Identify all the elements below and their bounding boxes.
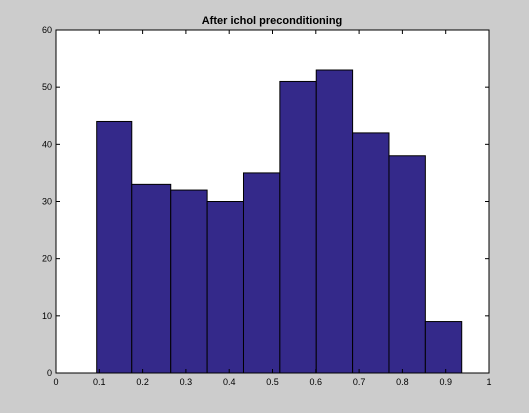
histogram-bar-7 bbox=[315, 69, 354, 374]
histogram-bar-2 bbox=[131, 183, 172, 374]
histogram-bar-1 bbox=[96, 120, 133, 374]
histogram-bar-10 bbox=[424, 321, 463, 374]
x-tick-label-8: 0.8 bbox=[396, 377, 409, 387]
y-tick-label-3: 30 bbox=[42, 197, 52, 207]
bars-group bbox=[96, 69, 463, 374]
y-tick-label-4: 40 bbox=[42, 139, 52, 149]
histogram-bar-5 bbox=[242, 172, 281, 374]
x-tick-label-9: 0.9 bbox=[439, 377, 452, 387]
y-tick-label-5: 50 bbox=[42, 82, 52, 92]
x-tick-label-1: 0.1 bbox=[93, 377, 106, 387]
x-tick-label-0: 0 bbox=[53, 377, 58, 387]
x-tick-label-5: 0.5 bbox=[266, 377, 279, 387]
histogram-bar-6 bbox=[279, 80, 317, 374]
x-tick-label-2: 0.2 bbox=[136, 377, 149, 387]
x-tick-label-6: 0.6 bbox=[310, 377, 323, 387]
y-tick-label-6: 60 bbox=[42, 25, 52, 35]
histogram-bar-9 bbox=[388, 155, 426, 374]
y-tick-label-2: 20 bbox=[42, 254, 52, 264]
ticks-group: 0 0.1 0.2 0.3 0.4 0.5 0.6 0.7 0.8 0.9 101020304050… bbox=[42, 25, 492, 387]
x-tick-label-7: 0.7 bbox=[353, 377, 366, 387]
chart-title: After ichol preconditioning bbox=[202, 15, 343, 27]
histogram-bar-4 bbox=[206, 201, 244, 374]
histogram-bar-3 bbox=[170, 189, 208, 374]
y-tick-label-0: 0 bbox=[47, 368, 52, 378]
x-tick-label-4: 0.4 bbox=[223, 377, 236, 387]
histogram-bar-8 bbox=[352, 132, 390, 374]
x-tick-label-10: 1 bbox=[486, 377, 491, 387]
y-tick-label-1: 10 bbox=[42, 311, 52, 321]
x-tick-label-3: 0.3 bbox=[180, 377, 193, 387]
